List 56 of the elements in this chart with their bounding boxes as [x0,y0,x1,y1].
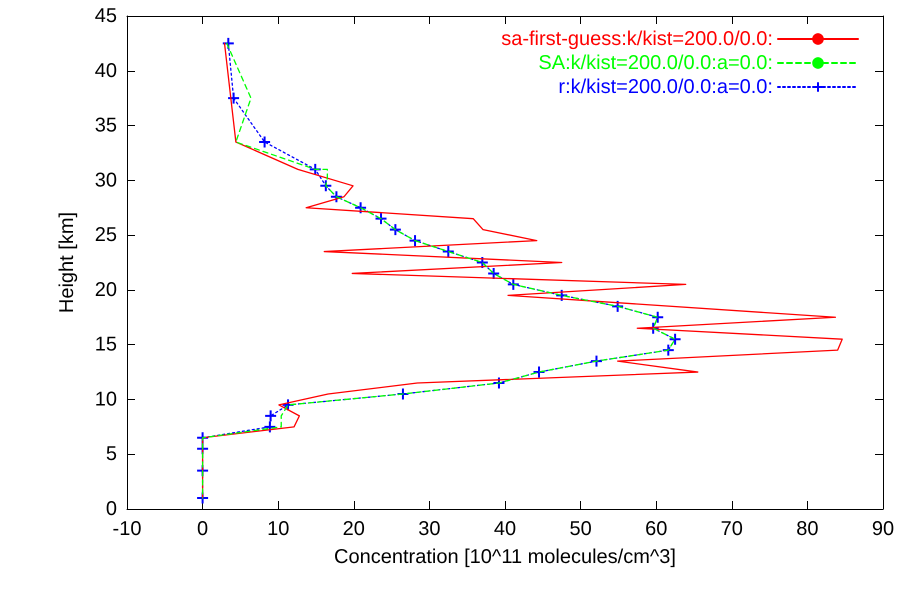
y-tick-label: 35 [94,114,117,137]
x-tick-label: 0 [197,518,208,540]
x-tick-label: 40 [494,518,516,540]
point [319,179,332,192]
x-tick-label: 20 [342,518,365,540]
point [506,278,520,291]
legend-label: sa-first-guess:k/kist=200.0/0.0: [501,28,773,50]
point [196,431,210,444]
point [611,300,624,313]
x-tick-label: -10 [112,518,142,540]
x-tick-label: 30 [418,518,441,540]
point [196,442,210,456]
point [196,464,210,478]
point [590,354,603,368]
point [222,36,235,50]
x-tick-label: 80 [796,518,819,540]
point [196,492,210,505]
point [388,223,402,236]
point [408,234,422,248]
point [396,387,410,400]
point [282,398,295,412]
x-axis-title: Concentration [10^11 molecules/cm^3] [334,546,676,568]
y-tick-label: 20 [94,278,117,301]
x-tick-label: 70 [720,518,743,540]
point [442,245,455,258]
y-tick-label: 30 [94,169,117,192]
x-tick-label: 90 [872,518,894,540]
x-tick-label: 50 [569,518,592,540]
y-tick-label: 45 [94,5,117,27]
point [330,190,343,204]
y-axis-title: Height [km] [56,212,78,314]
y-tick-label: 40 [94,60,117,82]
y-tick-label: 15 [94,334,117,356]
point [492,376,506,390]
point [476,256,489,269]
point [354,201,368,214]
point [487,266,500,280]
point [374,212,388,226]
point [227,92,240,105]
legend-label: SA:k/kist=200.0/0.0:a=0.0: [538,52,773,74]
point [668,332,682,346]
y-tick-label: 5 [106,443,117,466]
point [308,162,322,176]
point [555,288,568,302]
point [263,420,276,434]
point [532,366,546,379]
legend-label: r:k/kist=200.0/0.0:a=0.0: [558,76,773,98]
point [258,135,272,148]
y-tick-label: 25 [94,224,117,246]
y-tick-label: 10 [94,388,117,410]
point [651,310,664,324]
x-tick-label: 10 [267,518,290,540]
point [264,409,278,422]
point [662,344,675,357]
x-tick-label: 60 [645,518,668,540]
y-tick-label: 0 [106,498,117,520]
